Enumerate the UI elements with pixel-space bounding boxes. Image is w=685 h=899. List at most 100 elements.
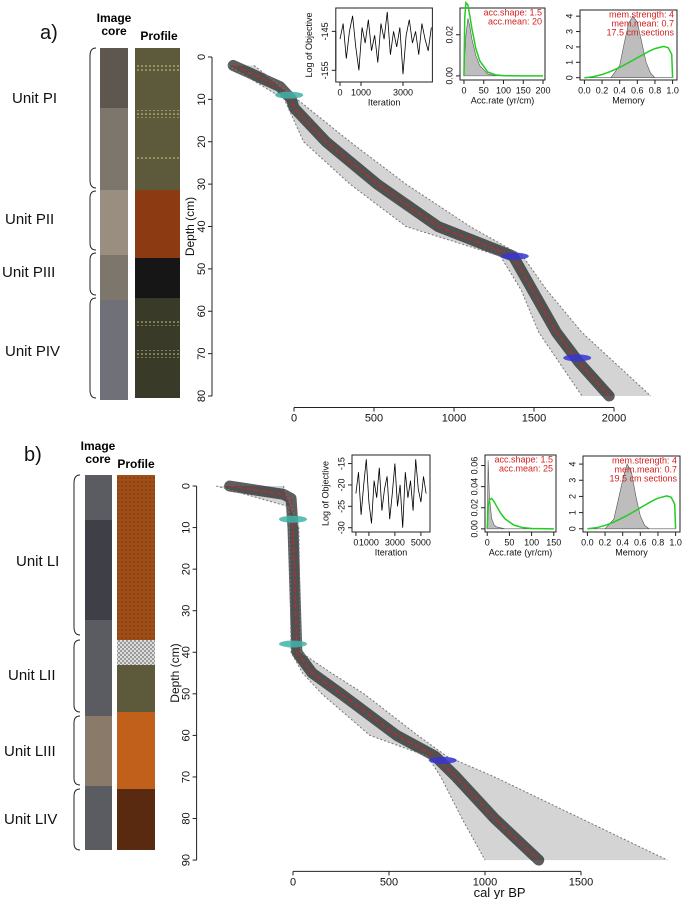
x-tick-label: 2000 — [602, 412, 626, 424]
x-tick-label: 3000 — [385, 537, 405, 547]
y-tick-label: 40 — [181, 646, 193, 658]
y-tick-label: 30 — [181, 605, 193, 617]
x-tick-label: 150 — [546, 537, 561, 547]
x-tick-label: 50 — [504, 537, 514, 547]
y-tick-label: 0.02 — [444, 26, 454, 44]
y-tick-label: 40 — [196, 220, 208, 232]
y-tick-label: 0 — [564, 75, 574, 80]
unit-label: Unit LI — [16, 553, 60, 570]
x-axis-label: Iteration — [368, 97, 401, 107]
column-header: Profile — [117, 457, 155, 471]
prior-line — [587, 495, 677, 530]
annotation: acc.shape: 1.5 — [494, 454, 553, 464]
profile-layer — [135, 65, 180, 73]
plot-box — [335, 7, 433, 83]
x-tick-label: 1.0 — [669, 537, 682, 547]
y-tick-label: 80 — [181, 812, 193, 824]
x-axis-label: Memory — [612, 95, 645, 105]
posterior-area — [587, 463, 676, 530]
unit-label: Unit LIV — [4, 811, 58, 828]
y-tick-label: 60 — [196, 305, 208, 317]
posterior-area — [584, 15, 673, 78]
y-tick-label: 1 — [564, 60, 574, 65]
model-line — [228, 65, 583, 397]
core-panel-b — [73, 474, 155, 851]
x-tick-label: 100 — [524, 537, 539, 547]
y-tick-label: 4 — [567, 462, 577, 467]
dated-level — [279, 640, 307, 648]
y-tick-label: 2 — [564, 44, 574, 49]
unit-label: Unit PII — [5, 211, 55, 228]
annotation: mem.strength: 4 — [612, 455, 677, 465]
x-tick-label: 0.0 — [581, 537, 594, 547]
y-tick-label: -155 — [320, 61, 330, 79]
annotation: 19.5 cm sections — [609, 473, 677, 483]
column-header: Profile — [140, 29, 178, 43]
x-tick-label: 1500 — [522, 412, 546, 424]
y-tick-label: 80 — [196, 390, 208, 402]
y-tick-label: 20 — [196, 136, 208, 148]
column-header: Image core — [96, 11, 132, 38]
y-axis-label: Depth (cm) — [183, 197, 197, 256]
core-image — [85, 520, 112, 620]
core-image — [100, 300, 128, 400]
x-tick-label: 0 — [353, 537, 358, 547]
x-tick-label: 100 — [496, 85, 511, 95]
x-tick-label: 0.8 — [649, 85, 662, 95]
y-tick-label: 0.02 — [469, 499, 479, 517]
y-tick-label: -25 — [336, 500, 346, 513]
annotation: mem.mean: 0.7 — [614, 464, 677, 474]
profile-layer — [135, 298, 180, 398]
x-tick-label: 1500 — [569, 876, 593, 888]
trace-line — [339, 11, 432, 75]
x-axis-label: Iteration — [375, 547, 408, 557]
y-tick-label: 0.00 — [444, 67, 454, 85]
model-line — [216, 485, 486, 861]
profile-layer — [135, 320, 180, 326]
prior-line — [463, 0, 544, 77]
annotation: mem.strength: 4 — [609, 9, 674, 19]
core-image — [100, 48, 128, 108]
dated-level — [279, 515, 307, 523]
unit-label: Unit LII — [8, 667, 56, 684]
x-tick-label: 0 — [485, 537, 490, 547]
y-tick-label: 70 — [181, 771, 193, 783]
profile-layer — [117, 789, 155, 850]
x-tick-label: 3000 — [393, 87, 413, 97]
x-tick-label: 0 — [291, 412, 297, 424]
x-tick-label: 0 — [337, 87, 342, 97]
x-tick-label: 50 — [479, 85, 489, 95]
model-line — [229, 485, 540, 861]
core-image — [85, 716, 112, 786]
y-tick-label: -30 — [336, 521, 346, 534]
dated-level — [563, 354, 592, 362]
x-axis-label: Acc.rate (yr/cm) — [471, 95, 535, 105]
profile-layer — [117, 712, 155, 789]
x-tick-label: 1000 — [351, 87, 371, 97]
plot-box — [351, 454, 431, 533]
unit-bracket — [73, 474, 81, 851]
panel-label: a) — [40, 22, 58, 44]
y-tick-label: 2 — [567, 494, 577, 499]
x-tick-label: 0 — [290, 876, 296, 888]
annotation: acc.shape: 1.5 — [483, 7, 542, 17]
y-tick-label: 1 — [567, 510, 577, 515]
y-tick-label: -145 — [320, 22, 330, 40]
dated-level — [428, 756, 457, 764]
profile-layer — [135, 350, 180, 358]
x-tick-label: 1000 — [359, 537, 379, 547]
x-tick-label: 0 — [461, 85, 466, 95]
x-tick-label: 0.4 — [616, 537, 629, 547]
core-panel-a — [89, 47, 180, 400]
y-axis-label: Depth (cm) — [168, 643, 182, 702]
y-tick-label: 10 — [196, 93, 208, 105]
x-tick-label: 150 — [516, 85, 531, 95]
y-tick-label: 3 — [564, 29, 574, 34]
x-axis-label: cal yr BP — [474, 885, 526, 899]
x-tick-label: 500 — [380, 876, 398, 888]
x-tick-label: 0.2 — [596, 85, 609, 95]
x-tick-label: 0.6 — [634, 537, 647, 547]
y-tick-label: 0.00 — [469, 520, 479, 538]
